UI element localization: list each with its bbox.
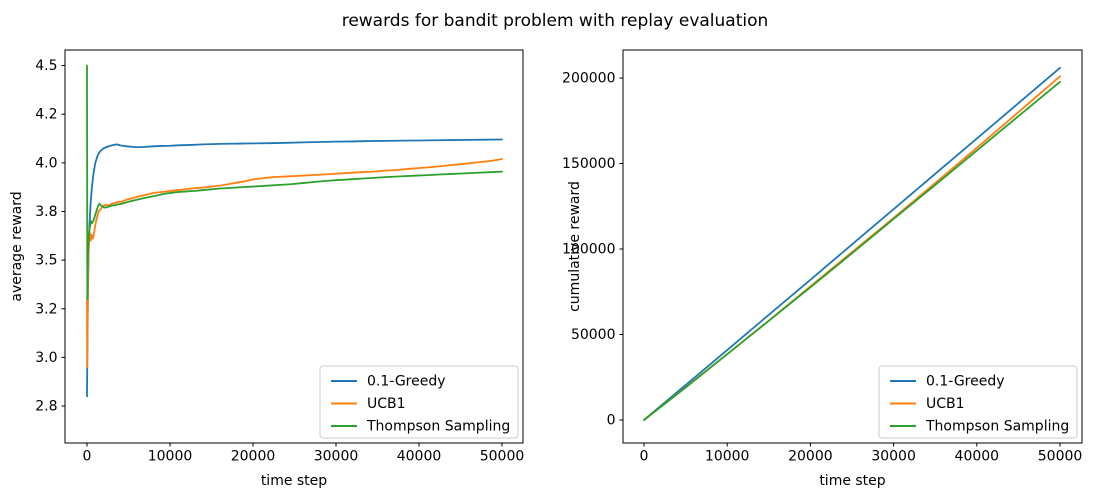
axes-frame xyxy=(622,49,1083,444)
y-tick-label: 150000 xyxy=(562,156,615,172)
y-tick-label: 2.8 xyxy=(35,399,57,415)
legend-label: Thompson Sampling xyxy=(925,419,1069,435)
y-axis-label: average reward xyxy=(9,191,25,301)
y-tick-label: 3.0 xyxy=(35,350,57,366)
x-tick-label: 10000 xyxy=(705,449,750,465)
x-tick-label: 20000 xyxy=(788,449,833,465)
legend-label: Thompson Sampling xyxy=(366,419,510,435)
legend-label: UCB1 xyxy=(367,396,406,412)
x-tick-label: 0 xyxy=(640,449,649,465)
axes-frame xyxy=(64,49,524,444)
x-tick-label: 20000 xyxy=(231,449,276,465)
y-tick-label: 0 xyxy=(607,413,616,429)
x-tick-label: 50000 xyxy=(480,449,525,465)
x-tick-label: 40000 xyxy=(397,449,442,465)
legend-label: 0.1-Greedy xyxy=(367,374,446,390)
legend-label: 0.1-Greedy xyxy=(926,374,1005,390)
y-tick-label: 3.5 xyxy=(35,253,57,269)
y-tick-label: 200000 xyxy=(562,71,615,87)
x-axis-label: time step xyxy=(261,473,327,489)
y-tick-label: 100000 xyxy=(562,242,615,258)
x-axis-label: time step xyxy=(819,473,885,489)
x-tick-label: 50000 xyxy=(1038,449,1083,465)
y-tick-label: 4.5 xyxy=(35,58,57,74)
x-tick-label: 30000 xyxy=(871,449,916,465)
y-tick-label: 4.0 xyxy=(35,155,57,171)
x-tick-label: 30000 xyxy=(314,449,359,465)
x-tick-label: 10000 xyxy=(148,449,193,465)
y-axis-label: cumulative reward xyxy=(567,181,583,312)
y-tick-label: 3.2 xyxy=(35,301,57,317)
series-line-thompson-sampling xyxy=(86,64,503,300)
axes-cumulative-reward: 0 10000 20000 30000 40000 50000 0 50000 100000 15… xyxy=(562,49,1083,489)
legend-label: UCB1 xyxy=(926,396,965,412)
legend xyxy=(878,365,1078,439)
series-line-0-1-greedy xyxy=(643,66,1061,421)
x-tick-label: 0 xyxy=(83,449,92,465)
legend xyxy=(319,365,519,439)
series-line-thompson-sampling xyxy=(643,80,1061,421)
y-tick-label: 3.8 xyxy=(35,204,57,220)
x-tick-label: 40000 xyxy=(955,449,1000,465)
y-tick-label: 4.2 xyxy=(35,107,57,123)
series-line-ucb1 xyxy=(86,158,503,369)
figure-title: rewards for bandit problem with replay e… xyxy=(342,11,769,31)
y-tick-label: 50000 xyxy=(571,327,616,343)
axes-average-reward: 0 10000 20000 30000 40000 50000 2.8 3.0 3.2 3.5 3.… xyxy=(9,49,525,489)
series-line-0-1-greedy xyxy=(86,138,503,398)
